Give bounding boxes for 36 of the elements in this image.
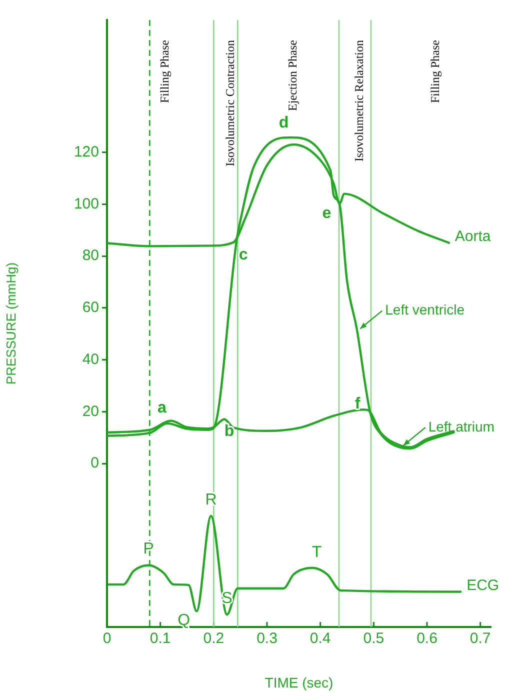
annotation: d (278, 114, 289, 132)
series-label: Aorta (454, 228, 492, 245)
annotation: Left atrium (428, 418, 494, 434)
x-tick-label: 0.4 (310, 630, 331, 648)
x-tick-label: 0.6 (416, 630, 438, 648)
y-tick-label: 0 (90, 454, 99, 472)
series-label: ECG (466, 576, 500, 594)
annotation: Q (178, 612, 190, 630)
x-tick-label: 0.7 (470, 630, 491, 648)
annotation: Isovolumetric Contraction (222, 40, 237, 166)
annotation: Left ventricle (385, 302, 465, 318)
y-tick-label: 60 (82, 299, 99, 316)
annotation: Filling Phase (428, 40, 442, 104)
x-tick-label: 0.3 (256, 630, 278, 648)
y-tick-label: 80 (82, 247, 99, 264)
annotation: Ejection Phase (285, 40, 300, 111)
annotation: b (224, 423, 234, 440)
y-tick-label: 40 (82, 350, 99, 368)
annotation: P (143, 540, 154, 558)
y-tick-label: 120 (74, 143, 99, 160)
annotation: Filling Phase (157, 40, 172, 104)
annotation: c (238, 246, 248, 264)
y-axis-title: PRESSURE (mmHg) (3, 262, 18, 385)
x-tick-label: 0 (102, 630, 112, 648)
annotation: e (322, 205, 332, 222)
annotation: f (354, 396, 361, 413)
x-tick-label: 0.2 (203, 630, 224, 648)
annotation: Isovolumetric Relaxation (352, 40, 366, 162)
y-tick-label: 100 (74, 195, 99, 212)
annotation: R (205, 491, 217, 508)
y-tick-label: 20 (82, 402, 99, 420)
annotation: a (158, 400, 167, 417)
x-tick-label: 0.1 (150, 630, 171, 648)
x-axis-title: TIME (sec) (264, 674, 334, 690)
x-tick-label: 0.5 (363, 630, 384, 648)
annotation: T (312, 544, 322, 561)
